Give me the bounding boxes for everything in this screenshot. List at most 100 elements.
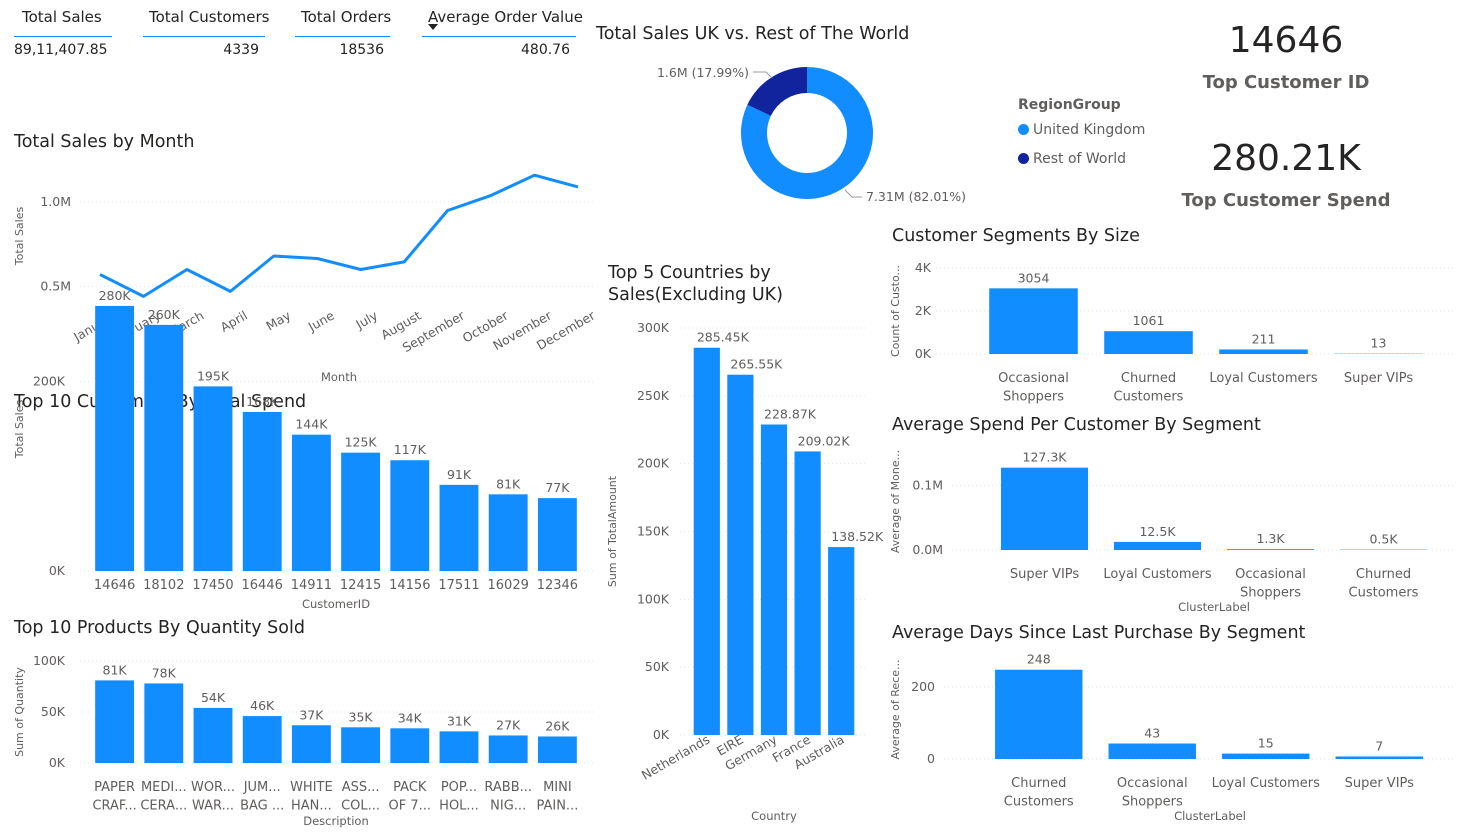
bar bbox=[291, 434, 331, 571]
y-tick-label: 0.0M bbox=[912, 542, 943, 557]
x-tick-label: Shoppers bbox=[1003, 390, 1064, 405]
x-tick-label: WHITE bbox=[290, 780, 333, 795]
x-tick-label: Shoppers bbox=[1122, 795, 1183, 810]
data-label: 1.3K bbox=[1256, 531, 1285, 546]
top-customer-spend-value: 280.21K bbox=[1211, 138, 1361, 179]
kpi-underline bbox=[295, 36, 390, 37]
bar bbox=[488, 735, 528, 763]
bar bbox=[537, 736, 577, 763]
y-tick-label: 300K bbox=[637, 320, 670, 335]
title-top5-countries: Top 5 Countries by Sales(Excluding UK) bbox=[608, 262, 783, 306]
y-tick-label: 50K bbox=[645, 659, 670, 674]
kpi-label: Average Order Value bbox=[428, 8, 583, 26]
title-segments-size: Customer Segments By Size bbox=[892, 226, 1140, 246]
bar bbox=[95, 305, 135, 571]
data-label: 26K bbox=[545, 718, 570, 733]
x-tick-label: MINI bbox=[543, 780, 572, 795]
data-label: 127.3K bbox=[1023, 450, 1068, 465]
y-tick-label: 4K bbox=[915, 260, 932, 275]
data-label: 35K bbox=[349, 709, 374, 724]
bar bbox=[1104, 331, 1193, 354]
x-tick-label: 16446 bbox=[242, 578, 283, 593]
bar bbox=[1000, 467, 1089, 550]
x-axis-title: ClusterLabel bbox=[1174, 809, 1246, 823]
x-tick-label: Super VIPs bbox=[1010, 567, 1080, 582]
legend-item-row[interactable]: Rest of World bbox=[1018, 151, 1126, 167]
data-label: 260K bbox=[148, 307, 181, 322]
data-label: 7 bbox=[1375, 738, 1383, 753]
data-label: 77K bbox=[545, 480, 570, 495]
data-label: 27K bbox=[496, 717, 521, 732]
bar bbox=[989, 288, 1078, 354]
x-tick-label: POP... bbox=[441, 780, 477, 795]
x-tick-label: Loyal Customers bbox=[1103, 567, 1212, 582]
x-axis-title: Country bbox=[751, 809, 797, 823]
kpi-value: 480.76 bbox=[521, 42, 570, 58]
sort-arrow-icon[interactable] bbox=[428, 24, 438, 30]
x-axis-title: CustomerID bbox=[302, 597, 370, 611]
bar bbox=[242, 716, 282, 763]
kpi-value: 18536 bbox=[339, 42, 384, 58]
kpi-label: Total Customers bbox=[149, 8, 270, 26]
bar bbox=[1113, 541, 1202, 550]
x-tick-label: CERA... bbox=[140, 799, 187, 814]
data-label: 168K bbox=[246, 394, 279, 409]
data-label: 211 bbox=[1252, 331, 1276, 346]
x-tick-label: WOR... bbox=[191, 780, 235, 795]
x-tick-label: Customers bbox=[1349, 586, 1419, 601]
data-label: 81K bbox=[103, 662, 128, 677]
y-tick-label: 1.0M bbox=[40, 194, 71, 209]
y-tick-label: 250K bbox=[637, 388, 670, 403]
x-tick-label: 14156 bbox=[389, 578, 430, 593]
slice-label: 1.6M (17.99%) bbox=[657, 65, 749, 80]
title-avg-days-segment: Average Days Since Last Purchase By Segm… bbox=[892, 623, 1306, 643]
x-tick-label: Loyal Customers bbox=[1212, 776, 1321, 791]
x-tick-label: NIG... bbox=[490, 799, 526, 814]
x-tick-label: ASS... bbox=[342, 780, 380, 795]
bar bbox=[1222, 753, 1310, 759]
bar bbox=[995, 669, 1083, 759]
legend-item-uk[interactable]: United Kingdom bbox=[1018, 122, 1145, 138]
x-tick-label: Super VIPs bbox=[1345, 776, 1415, 791]
data-label: 265.55K bbox=[730, 357, 783, 372]
data-label: 3054 bbox=[1018, 270, 1050, 285]
bar bbox=[193, 707, 233, 763]
x-tick-label: 17450 bbox=[192, 578, 233, 593]
title-line: Top 5 Countries by bbox=[608, 263, 771, 283]
x-axis-title: ClusterLabel bbox=[1178, 600, 1250, 614]
x-tick-label: Netherlands bbox=[639, 732, 712, 783]
data-label: 54K bbox=[201, 690, 226, 705]
x-tick-label: July bbox=[352, 307, 380, 332]
top-customer-id-value: 14646 bbox=[1228, 20, 1344, 61]
x-tick-label: Churned bbox=[1121, 371, 1176, 386]
x-axis-title: Month bbox=[321, 370, 357, 384]
data-label: 37K bbox=[299, 707, 324, 722]
bar bbox=[1226, 549, 1315, 550]
bar bbox=[439, 484, 479, 571]
legend-dot-icon bbox=[1018, 124, 1029, 135]
top-customer-id-label: Top Customer ID bbox=[1202, 72, 1370, 93]
x-tick-label: 17511 bbox=[438, 578, 479, 593]
bar bbox=[1108, 743, 1196, 759]
data-label: 78K bbox=[152, 665, 177, 680]
legend-label: Rest of World bbox=[1033, 151, 1127, 167]
bar bbox=[727, 374, 754, 735]
data-label: 46K bbox=[250, 698, 275, 713]
bar bbox=[828, 547, 855, 735]
x-tick-label: Shoppers bbox=[1240, 586, 1301, 601]
x-tick-label: Occasional bbox=[1117, 776, 1188, 791]
x-tick-label: 12346 bbox=[537, 578, 578, 593]
x-tick-label: RABB... bbox=[484, 780, 532, 795]
x-tick-label: Super VIPs bbox=[1344, 371, 1414, 386]
x-tick-label: Occasional bbox=[998, 371, 1069, 386]
kpi-underline bbox=[14, 36, 112, 37]
y-tick-label: 50K bbox=[41, 704, 66, 719]
data-label: 117K bbox=[394, 442, 427, 457]
data-label: 13 bbox=[1371, 336, 1387, 351]
data-label: 12.5K bbox=[1139, 524, 1176, 539]
data-label: 280K bbox=[99, 288, 132, 303]
kpi-underline bbox=[143, 36, 265, 37]
donut-slice bbox=[741, 67, 874, 199]
kpi-underline bbox=[422, 36, 576, 37]
